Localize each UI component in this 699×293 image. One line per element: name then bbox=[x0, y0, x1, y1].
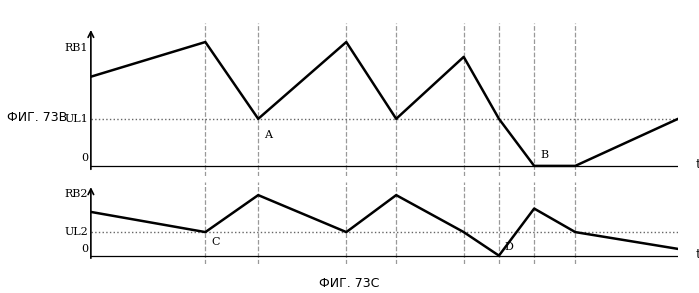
Text: UL2: UL2 bbox=[64, 227, 88, 237]
Text: A: A bbox=[264, 130, 272, 140]
Text: ФИГ. 73B: ФИГ. 73B bbox=[7, 111, 67, 124]
Text: RB1: RB1 bbox=[64, 43, 88, 53]
Text: t: t bbox=[696, 158, 699, 171]
Text: t: t bbox=[696, 248, 699, 261]
Text: ФИГ. 73С: ФИГ. 73С bbox=[319, 277, 380, 290]
Text: 0: 0 bbox=[81, 154, 88, 163]
Text: B: B bbox=[540, 150, 548, 160]
Text: D: D bbox=[505, 242, 514, 252]
Text: UL1: UL1 bbox=[64, 114, 88, 124]
Text: RB2: RB2 bbox=[64, 189, 88, 199]
Text: C: C bbox=[211, 237, 219, 248]
Text: 0: 0 bbox=[81, 244, 88, 254]
